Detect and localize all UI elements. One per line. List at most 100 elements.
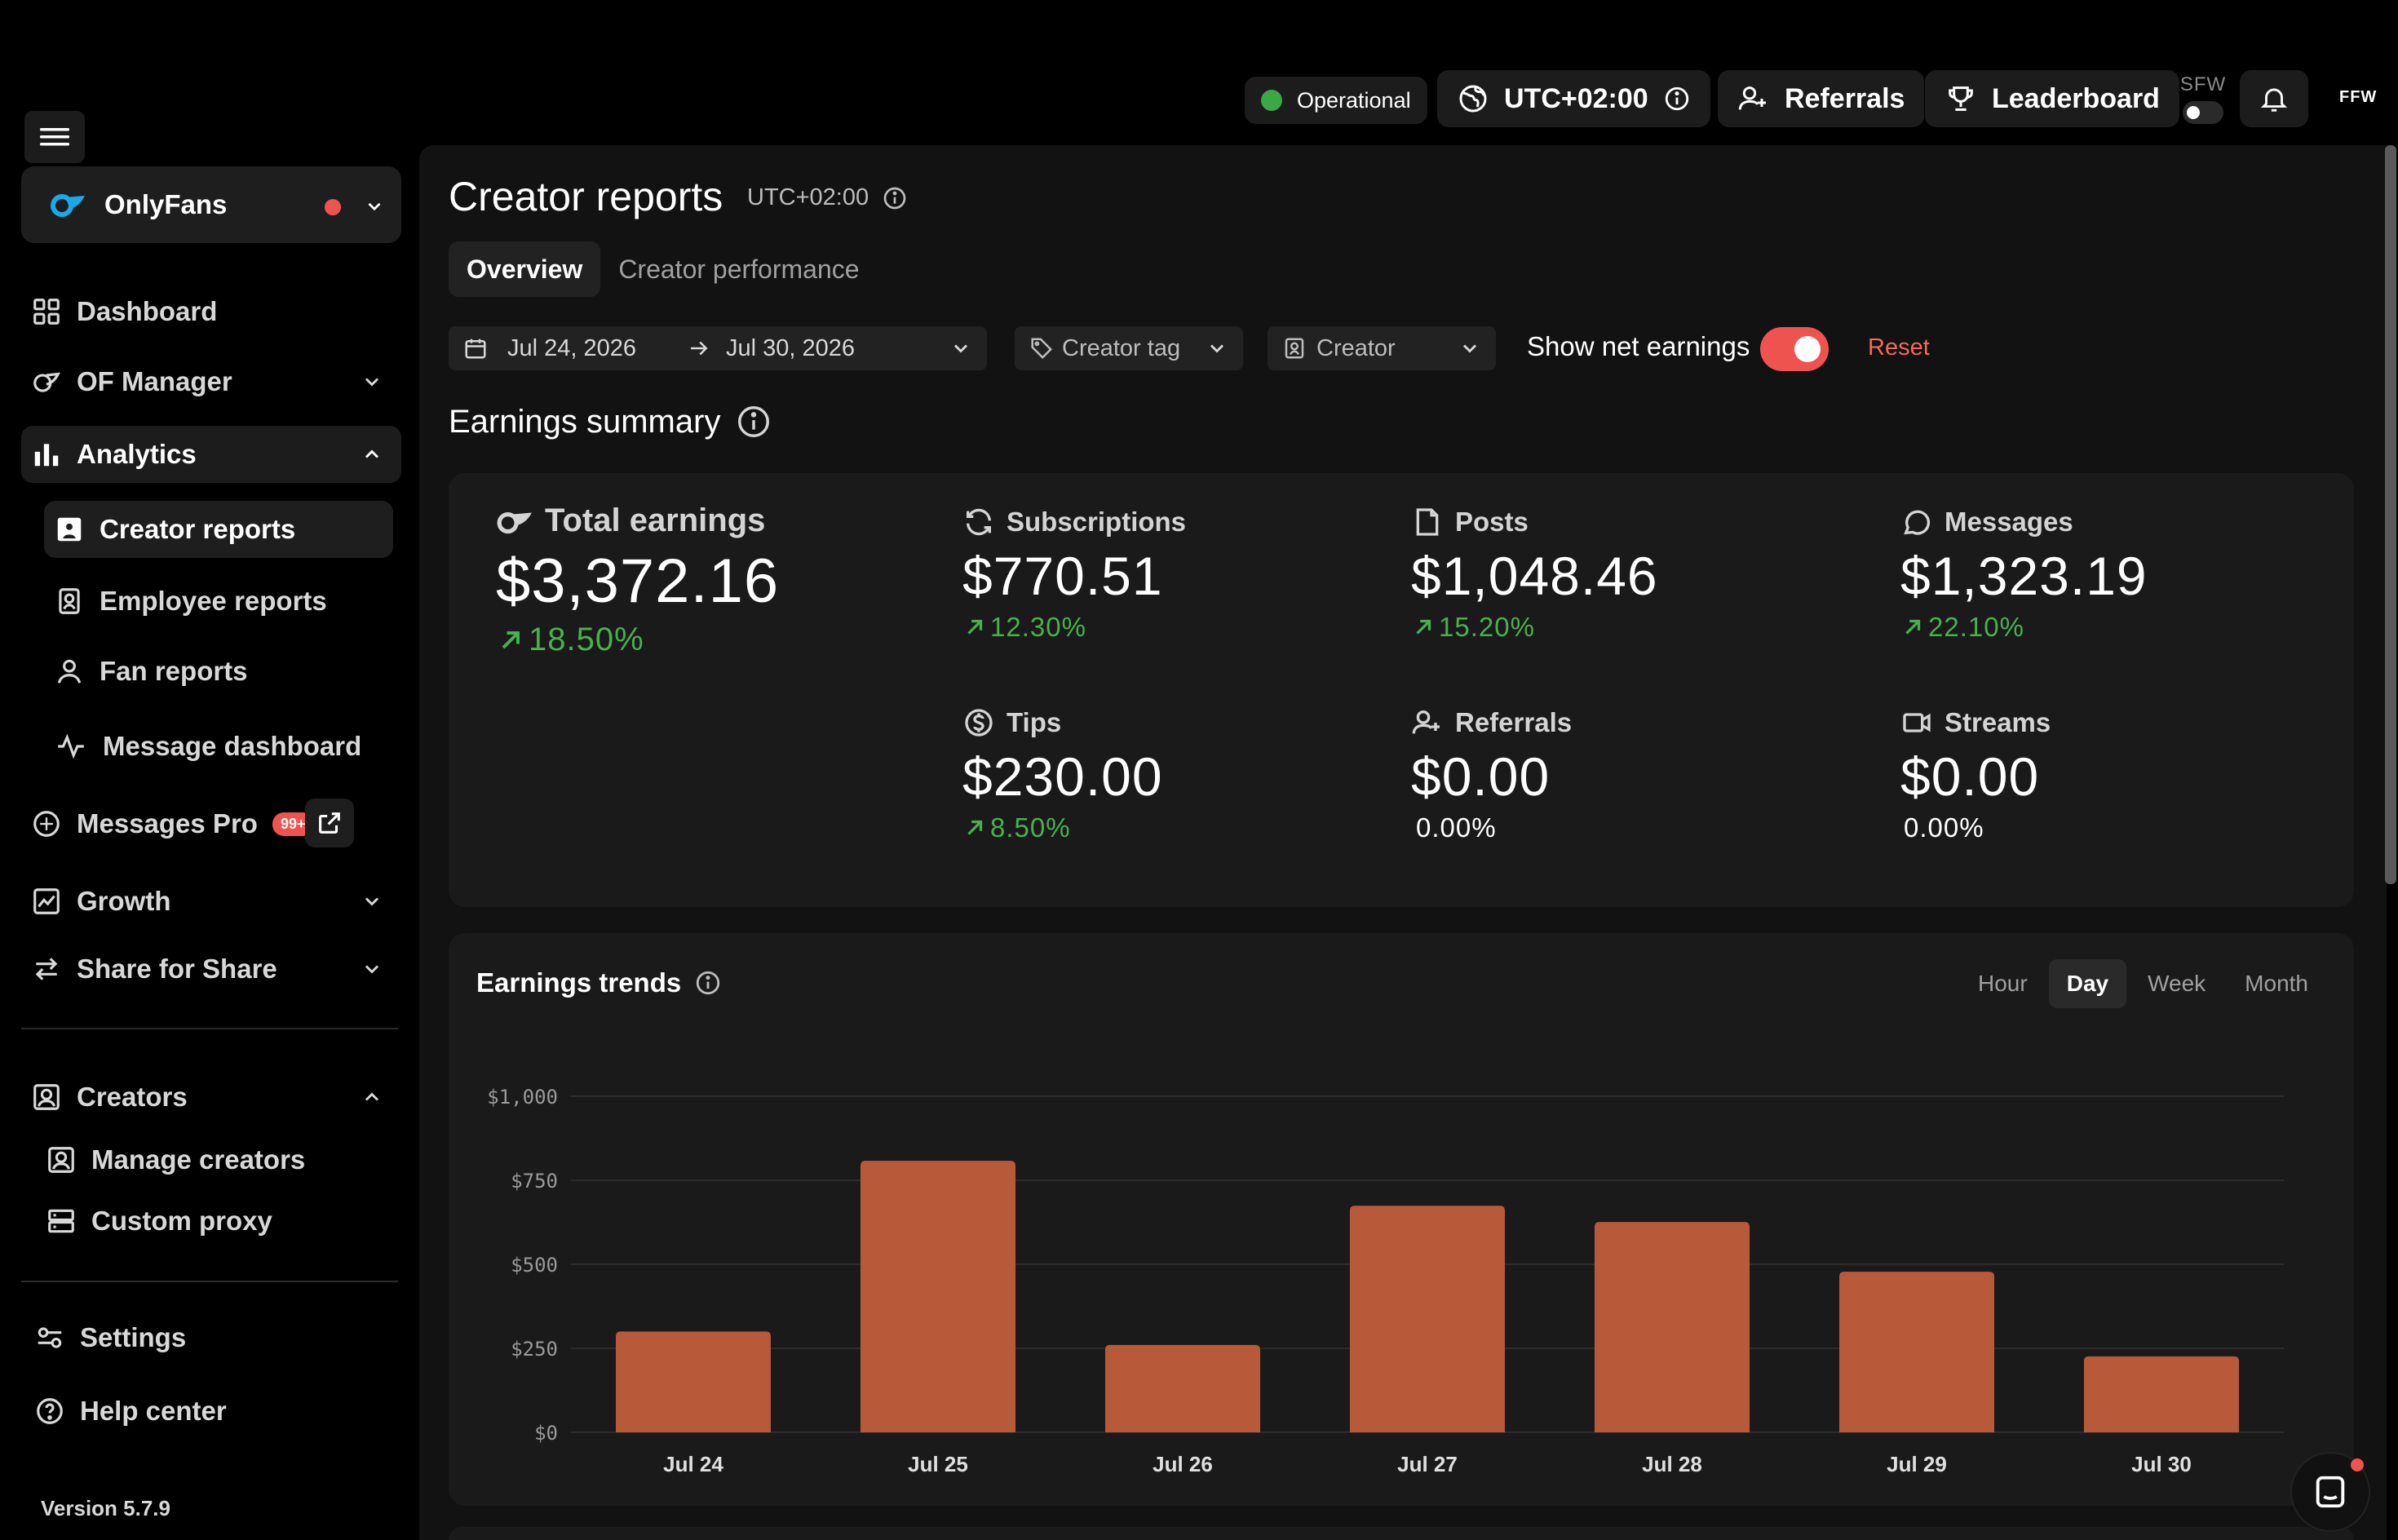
y-tick-label: $750 [511,1170,558,1193]
account-switcher[interactable]: OnlyFans [21,166,401,243]
sidebar-item-growth[interactable]: Growth [21,873,401,930]
activity-icon [58,733,84,759]
sidebar-item-of-manager[interactable]: OF Manager [21,353,401,410]
granularity-hour[interactable]: Hour [1978,971,2028,996]
stat-value: $3,372.16 [496,547,780,616]
sidebar-item-label: Dashboard [77,296,218,326]
referrals-button[interactable]: Referrals [1718,70,1925,127]
earnings-trends-title: Earnings trends [476,967,682,998]
x-tick-label: Jul 25 [908,1452,968,1476]
stat-referrals: Referrals $0.00 0.00% [1411,706,1572,843]
sidebar-item-employee-reports[interactable]: Employee reports [44,573,393,630]
hamburger-icon [40,128,69,146]
bar-jul-29 [1839,1272,1994,1432]
notifications-button[interactable] [2240,70,2308,127]
server-icon [48,1209,74,1233]
sidebar-item-fan-reports[interactable]: Fan reports [44,643,393,700]
chat-support-button[interactable] [2290,1452,2370,1532]
bar-jul-28 [1595,1222,1750,1432]
stat-change: 0.00% [1416,812,1497,843]
sidebar-item-label: Fan reports [100,656,248,686]
main-scrollbar[interactable] [2385,145,2396,884]
sidebar-item-share-for-share[interactable]: Share for Share [21,940,401,998]
granularity-week[interactable]: Week [2148,971,2206,996]
onlyfans-outline-icon [497,511,532,533]
file-icon [1416,508,1439,536]
sfw-label: SFW [2179,73,2227,95]
stat-value: $770.51 [962,546,1163,606]
net-earnings-label: Show net earnings [1527,331,1750,361]
sidebar-item-creators[interactable]: Creators [21,1069,401,1126]
x-tick-label: Jul 24 [663,1452,723,1476]
stat-total-earnings: Total earnings $3,372.16 18.50% [496,502,779,658]
chevron-down-icon [361,890,383,913]
stat-label: Messages [1945,507,2073,537]
net-earnings-toggle[interactable] [1760,327,1829,371]
sidebar-item-settings[interactable]: Settings [24,1309,405,1366]
status-label: Operational [1297,87,1411,113]
sidebar-item-manage-creators[interactable]: Manage creators [36,1131,385,1188]
chevron-up-icon [361,1086,383,1109]
sidebar-item-dashboard[interactable]: Dashboard [21,283,401,340]
chevron-up-icon [361,443,383,466]
menu-toggle-button[interactable] [24,111,85,163]
granularity-month[interactable]: Month [2245,971,2308,996]
y-tick-label: $250 [511,1338,558,1361]
x-tick-label: Jul 26 [1153,1452,1213,1476]
chevron-down-icon [364,196,385,217]
sliders-icon [38,1327,62,1348]
account-status-dot [325,199,341,215]
user-square-icon [33,1084,60,1110]
earnings-summary-card [449,473,2354,907]
user-icon [57,659,82,684]
status-badge[interactable]: Operational [1245,77,1427,124]
open-external-button[interactable] [305,799,354,847]
ffw-avatar[interactable]: FFW [2339,88,2378,106]
stat-change: 8.50% [990,812,1071,843]
sidebar-item-label: Manage creators [91,1144,306,1175]
user-square-icon [57,517,82,542]
leaderboard-button[interactable]: Leaderboard [1925,70,2179,127]
refresh-icon [967,508,991,536]
timezone-button[interactable]: UTC+02:00 [1437,70,1710,127]
swap-icon [35,958,58,980]
sidebar-item-custom-proxy[interactable]: Custom proxy [36,1193,385,1250]
top-bar: Operational UTC+02:00 Referrals Leaderbo… [0,0,2398,145]
info-icon [697,971,720,995]
video-icon [1903,713,1931,732]
stat-label: Total earnings [545,502,766,538]
date-range-picker[interactable]: Jul 24, 2026 Jul 30, 2026 [449,326,987,370]
reset-button[interactable]: Reset [1868,334,1930,361]
stat-label: Tips [1007,707,1062,737]
sidebar-item-label: Creators [77,1082,188,1112]
page-timezone: UTC+02:00 [747,184,908,211]
tab-overview[interactable]: Overview [449,241,601,297]
stat-value: $1,048.46 [1411,546,1658,606]
stat-change: 0.00% [1904,812,1984,843]
y-tick-label: $500 [511,1254,558,1277]
stat-value: $230.00 [962,746,1163,807]
arrow-up-right-icon [502,631,520,648]
sidebar-item-analytics[interactable]: Analytics [21,426,401,483]
chat-unread-dot [2351,1458,2364,1471]
sidebar-item-creator-reports[interactable]: Creator reports [44,501,393,558]
sfw-toggle[interactable] [2183,101,2223,124]
chevron-down-icon [361,958,383,980]
creator-tag-select[interactable]: Creator tag [1015,326,1243,370]
granularity-day[interactable]: Day [2048,959,2127,1008]
stat-value: $1,323.19 [1900,546,2148,606]
sidebar-item-messages-pro[interactable]: Messages Pro 99+ [21,795,401,852]
trophy-icon [1945,82,1977,115]
tab-creator-performance[interactable]: Creator performance [618,254,860,284]
date-from: Jul 24, 2026 [507,334,637,361]
sidebar-item-help-center[interactable]: Help center [24,1383,405,1440]
sidebar-item-message-dashboard[interactable]: Message dashboard [44,718,393,775]
bar-jul-24 [616,1331,771,1432]
chevron-down-icon [361,370,383,393]
status-dot-icon [1261,90,1282,111]
sidebar-item-label: Analytics [77,439,197,469]
chevron-down-icon [1210,344,1224,353]
creator-label: Creator [1316,334,1396,361]
creator-select[interactable]: Creator [1268,326,1496,370]
bar-jul-25 [861,1161,1015,1432]
